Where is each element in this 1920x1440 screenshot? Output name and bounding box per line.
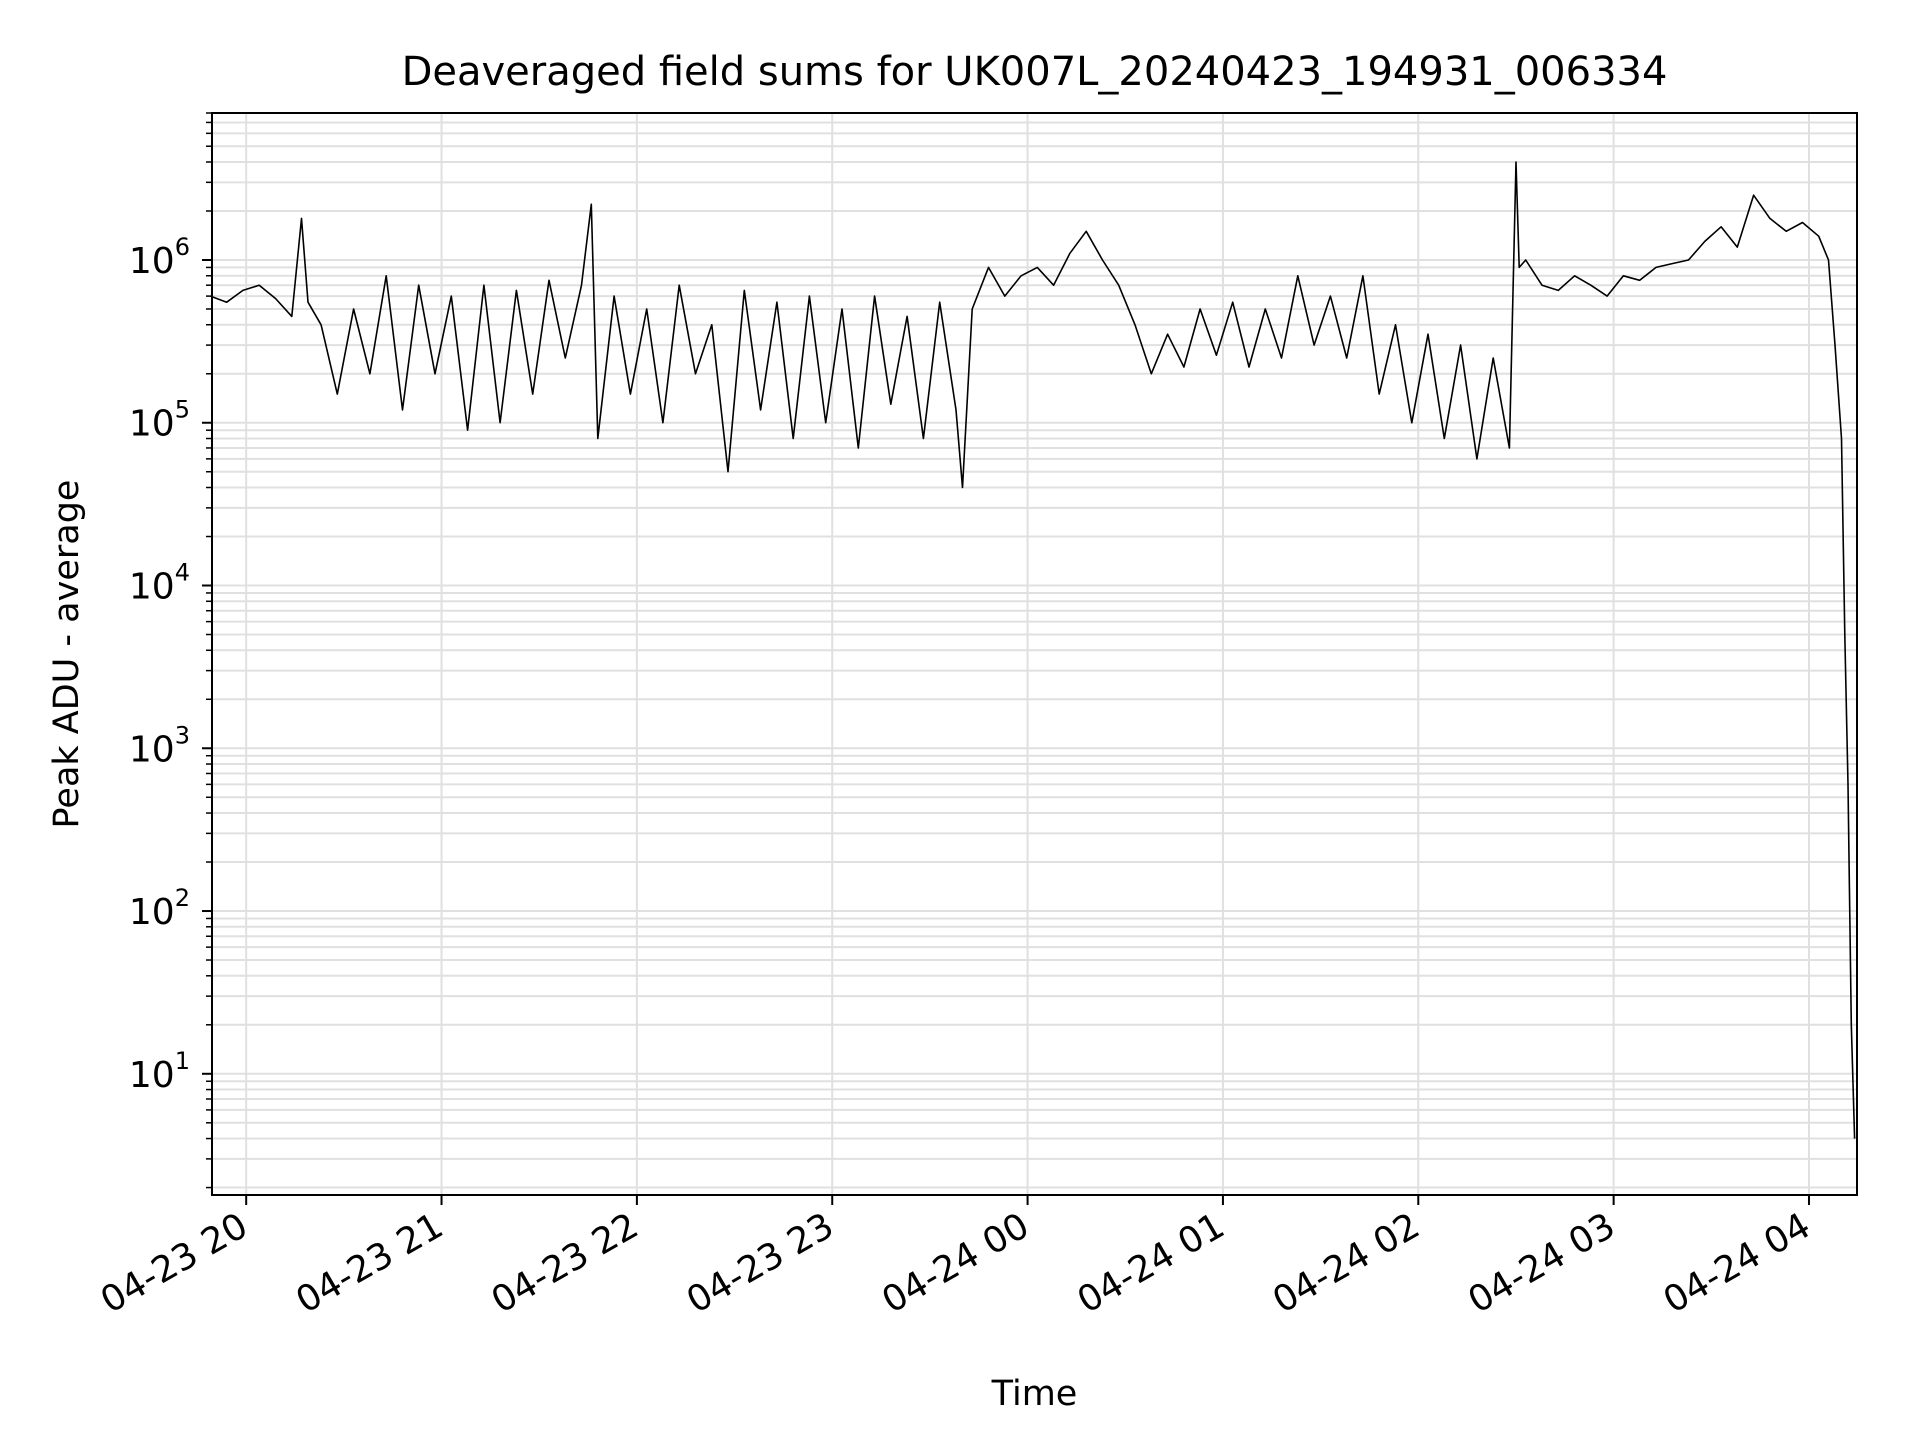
x-axis-label: Time (991, 1374, 1078, 1414)
series-layer (210, 161, 1856, 1139)
y-axis-label: Peak ADU - average (47, 480, 87, 829)
chart-title: Deaveraged field sums for UK007L_2024042… (402, 49, 1668, 95)
grid (212, 112, 1857, 1195)
series-line-1 (210, 161, 1856, 1139)
plot-frame (211, 112, 1858, 1196)
